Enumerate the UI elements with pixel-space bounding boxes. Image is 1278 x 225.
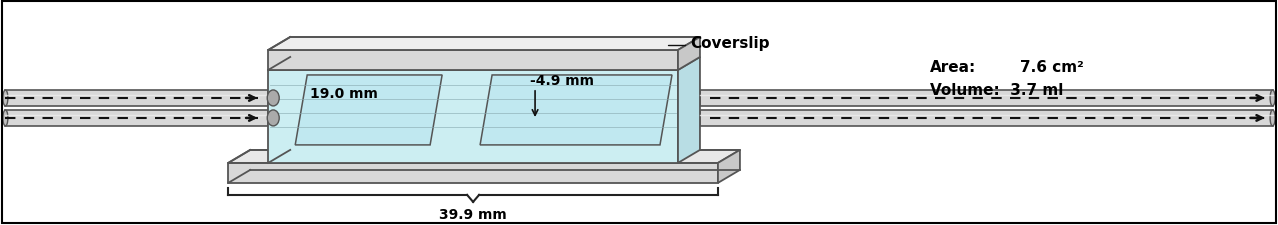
- Bar: [5, 110, 268, 126]
- Polygon shape: [677, 38, 700, 71]
- Text: Volume:  3.7 ml: Volume: 3.7 ml: [930, 83, 1063, 98]
- Polygon shape: [229, 150, 740, 163]
- Text: Coverslip: Coverslip: [690, 36, 769, 51]
- Polygon shape: [718, 150, 740, 183]
- Text: 7.6 cm²: 7.6 cm²: [1020, 60, 1084, 75]
- Polygon shape: [268, 71, 677, 163]
- Ellipse shape: [267, 110, 279, 126]
- Ellipse shape: [1270, 110, 1275, 126]
- Polygon shape: [295, 76, 442, 145]
- Polygon shape: [268, 38, 700, 51]
- Bar: [700, 110, 1273, 126]
- Text: 19.0 mm: 19.0 mm: [311, 87, 378, 101]
- Polygon shape: [677, 58, 700, 163]
- Bar: [5, 90, 268, 106]
- Ellipse shape: [3, 110, 8, 126]
- Polygon shape: [268, 58, 700, 71]
- Text: -4.9 mm: -4.9 mm: [530, 74, 594, 88]
- Text: 39.9 mm: 39.9 mm: [440, 207, 507, 221]
- Bar: [700, 90, 1273, 106]
- Text: Area:: Area:: [930, 60, 976, 75]
- Polygon shape: [481, 76, 672, 145]
- Ellipse shape: [1270, 90, 1275, 106]
- Polygon shape: [268, 51, 677, 71]
- Ellipse shape: [3, 90, 8, 106]
- Ellipse shape: [267, 90, 279, 106]
- Polygon shape: [229, 163, 718, 183]
